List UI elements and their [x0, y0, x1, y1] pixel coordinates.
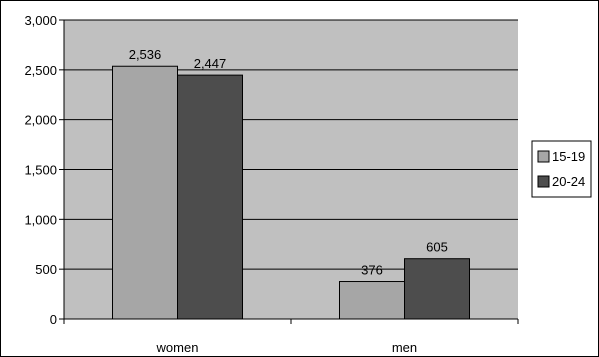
y-tick-label: 500	[35, 262, 57, 277]
bar-women-20-24	[177, 74, 243, 320]
bar-women-15-19	[112, 65, 178, 320]
y-tick-label: 2,000	[24, 113, 57, 128]
data-label-women-20-24: 2,447	[194, 56, 227, 71]
category-label-men: men	[392, 340, 417, 355]
data-label-women-15-19: 2,536	[129, 47, 162, 62]
legend: 15-19 20-24	[531, 140, 592, 198]
legend-swatch-15-19	[537, 150, 550, 163]
y-tick-label: 1,500	[24, 163, 57, 178]
legend-label-15-19: 15-19	[552, 149, 585, 164]
y-tick-label: 1,000	[24, 212, 57, 227]
y-axis-ticks: 0 500 1,000 1,500 2,000 2,500 3,000	[24, 13, 64, 327]
y-tick-label: 3,000	[24, 13, 57, 28]
y-tick-label: 0	[50, 312, 57, 327]
y-tick-label: 2,500	[24, 63, 57, 78]
legend-label-20-24: 20-24	[552, 174, 585, 189]
data-label-men-15-19: 376	[361, 263, 383, 278]
bar-men-15-19	[339, 281, 405, 320]
legend-box	[531, 140, 592, 198]
data-label-men-20-24: 605	[426, 240, 448, 255]
data-labels: 2,536 2,447 376 605	[129, 47, 448, 277]
bar-men-20-24	[404, 258, 470, 320]
x-axis-ticks: women men	[63, 319, 519, 355]
bars	[112, 65, 470, 320]
category-label-women: women	[156, 340, 199, 355]
legend-swatch-20-24	[537, 175, 550, 188]
